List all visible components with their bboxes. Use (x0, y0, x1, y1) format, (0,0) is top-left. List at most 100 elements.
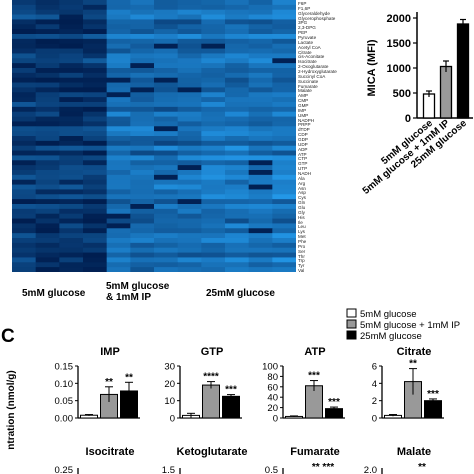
y-tick-label: 40 (267, 393, 278, 404)
heatmap-cell (177, 19, 202, 25)
y-tick-label: 100 (262, 362, 278, 373)
heatmap-cell (35, 174, 60, 181)
metabolite-label: GTP (298, 161, 308, 167)
heatmap-cell (130, 58, 155, 64)
heatmap-cell (272, 213, 296, 219)
heatmap-cell (225, 43, 250, 49)
heatmap-cell (59, 102, 84, 108)
heatmap-cell (35, 126, 60, 132)
heatmap-cell (35, 38, 60, 45)
heatmap-cell (83, 165, 108, 171)
heatmap-cell (106, 87, 131, 93)
heatmap-cell (83, 179, 108, 185)
metabolite-label: Cys (298, 195, 306, 201)
heatmap-cell (248, 68, 273, 74)
heatmap-cell (106, 170, 131, 176)
heatmap-cell (225, 19, 250, 25)
heatmap-cell (35, 82, 60, 88)
heatmap-cell (12, 257, 37, 263)
y-tick-label: 0.05 (55, 396, 74, 407)
heatmap-cell (12, 38, 37, 45)
heatmap-cell (177, 238, 202, 244)
heatmap-cell (225, 257, 250, 263)
heatmap-cell (272, 111, 296, 117)
heatmap-cell (130, 174, 155, 181)
heatmap-cell (59, 58, 84, 64)
heatmap-cell (201, 267, 226, 272)
heatmap-cell (225, 174, 250, 181)
heatmap-cell (83, 19, 108, 25)
metabolite-label: Glycerophosphate (298, 15, 336, 21)
metabolite-label: Gln (298, 200, 306, 206)
heatmap-cell (177, 116, 202, 122)
heatmap-cell (154, 111, 179, 117)
heatmap-cell (154, 165, 179, 171)
heatmap-cell (248, 24, 273, 30)
heatmap-cell (272, 34, 296, 40)
heatmap-cell (272, 165, 296, 171)
heatmap-cell (154, 72, 179, 79)
legend-swatch (346, 330, 357, 340)
heatmap-cell (83, 189, 108, 195)
metabolite-label: Val (298, 268, 305, 274)
heatmap-cell (154, 267, 179, 272)
heatmap-cell (59, 106, 84, 113)
heatmap-cell (248, 257, 273, 263)
heatmap-cell (177, 194, 202, 200)
heatmap-cell (130, 4, 155, 11)
heatmap-cell (83, 82, 108, 88)
heatmap-cell (201, 9, 226, 15)
heatmap-cell (154, 82, 179, 88)
heatmap-cell (225, 184, 250, 190)
heatmap-cell (177, 247, 202, 253)
heatmap-cell (106, 106, 131, 113)
y-tick-label: 60 (267, 382, 278, 393)
heatmap-cell (12, 199, 37, 205)
heatmap-cell (272, 194, 296, 200)
heatmap-cell (130, 208, 155, 215)
heatmap-cell (201, 140, 226, 147)
heatmap-cell (248, 189, 273, 195)
heatmap-cell (130, 155, 155, 161)
legend-label: 5mM glucose (360, 309, 417, 320)
heatmap-cell (225, 252, 250, 258)
heatmap-cell (272, 72, 296, 79)
heatmap-cell (201, 174, 226, 181)
heatmap-cell (35, 58, 60, 64)
heatmap-cell (12, 77, 37, 83)
heatmap-cell (35, 262, 60, 268)
heatmap-cell (59, 194, 84, 200)
heatmap-cell (106, 252, 131, 258)
y-tick-label: 0.10 (55, 379, 74, 390)
heatmap-cell (130, 179, 155, 185)
heatmap-cell (59, 82, 84, 88)
heatmap-cell (35, 242, 60, 249)
heatmap-cell (83, 218, 108, 224)
heatmap-cell (177, 184, 202, 190)
heatmap-cell (35, 97, 60, 103)
heatmap-cell (130, 68, 155, 74)
heatmap-cell (225, 87, 250, 93)
heatmap-cell (272, 184, 296, 190)
heatmap-cell (59, 247, 84, 253)
heatmap-cell (83, 121, 108, 127)
heatmap-cell (106, 267, 131, 272)
heatmap-cell (154, 155, 179, 161)
heatmap-cell (248, 38, 273, 45)
heatmap-cell (177, 87, 202, 93)
heatmap-cell (201, 53, 226, 59)
heatmap-cell (12, 179, 37, 185)
heatmap-cell (35, 223, 60, 229)
heatmap-cell (177, 218, 202, 224)
metabolite-label: F1,6P (298, 5, 311, 11)
group-label-line1: 25mM glucose (206, 288, 275, 299)
heatmap-cell (130, 34, 155, 40)
concentration-axis-label: ntration (nmol/g) (6, 370, 17, 449)
heatmap-cell (83, 204, 108, 210)
heatmap-cell (59, 160, 84, 166)
heatmap-cell (272, 155, 296, 161)
heatmap-cell (130, 150, 155, 156)
metabolite-label: Lactate (298, 39, 314, 45)
